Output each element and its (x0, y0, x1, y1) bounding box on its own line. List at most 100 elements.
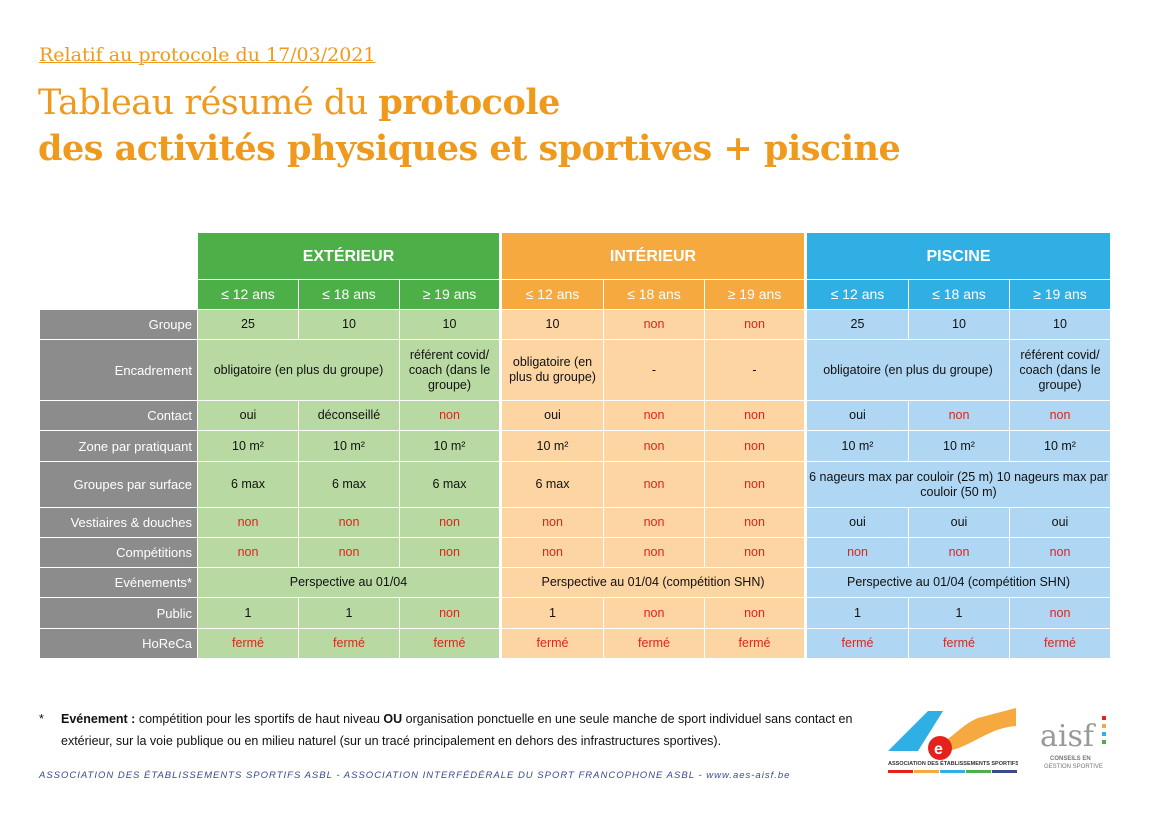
table-cell: 6 nageurs max par couloir (25 m) 10 nage… (804, 461, 1111, 508)
table-cell: non (499, 507, 604, 538)
table-cell: Perspective au 01/04 (197, 567, 501, 598)
footnote-text-2: organisation ponctuelle en une seule man… (61, 712, 853, 748)
table-cell: 10 m² (298, 430, 400, 462)
table-cell: Perspective au 01/04 (compétition SHN) (499, 567, 806, 598)
age-header: ≥ 19 ans (399, 279, 501, 310)
table-cell: non (704, 597, 806, 629)
table-cell: non (704, 507, 806, 538)
table-cell: non (603, 309, 705, 340)
row-label: Zone par pratiquant (39, 430, 198, 462)
row-label: HoReCa (39, 628, 198, 659)
table-cell: oui (804, 400, 909, 431)
svg-text:e: e (934, 741, 943, 758)
table-cell: déconseillé (298, 400, 400, 431)
row-label: Compétitions (39, 537, 198, 568)
website-link[interactable]: www.aes-aisf.be (706, 770, 791, 781)
row-label: Vestiaires & douches (39, 507, 198, 538)
table-cell: 1 (499, 597, 604, 629)
table-row: Groupe 25 10 10 10 non non 25 10 10 (39, 309, 1111, 340)
table-row: HoReCa fermé fermé fermé fermé fermé fermé ferm… (39, 628, 1111, 659)
table-row: Encadrement obligatoire (en plus du group… (39, 339, 1111, 401)
table-cell: 10 (1009, 309, 1111, 340)
table-cell: 1 (197, 597, 299, 629)
table-row: Evénements* Perspective au 01/04 Perspecti… (39, 567, 1111, 598)
table-cell: Perspective au 01/04 (compétition SHN) (804, 567, 1111, 598)
title-light: Tableau résumé du (38, 83, 379, 123)
table-row: Groupes par surface 6 max 6 max 6 max 6 max n… (39, 461, 1111, 508)
address-line: ASSOCIATION DES ÉTABLISSEMENTS SPORTIFS … (39, 770, 790, 781)
svg-text:GESTION SPORTIVE: GESTION SPORTIVE (1044, 764, 1103, 770)
table-row: Compétitions non non non non non non non non non (39, 537, 1111, 568)
table-cell: non (603, 400, 705, 431)
table-cell: non (399, 597, 501, 629)
table-cell: non (197, 537, 299, 568)
table-cell: non (603, 537, 705, 568)
footnote-term: Evénement : (61, 712, 136, 726)
protocol-table: EXTÉRIEUR INTÉRIEUR PISCINE ≤ 12 ans ≤ 18 an… (39, 232, 1111, 659)
footnote-marker: * (39, 712, 44, 726)
table-cell: 10 m² (1009, 430, 1111, 462)
table-cell: non (1009, 597, 1111, 629)
table-cell: oui (499, 400, 604, 431)
table-cell: obligatoire (en plus du groupe) (197, 339, 400, 401)
table-cell: non (298, 507, 400, 538)
svg-text:CONSEILS EN: CONSEILS EN (1050, 756, 1091, 762)
table-cell: non (1009, 400, 1111, 431)
table-cell: non (197, 507, 299, 538)
table-cell: oui (804, 507, 909, 538)
table-row: Zone par pratiquant 10 m² 10 m² 10 m² 10 m² n… (39, 430, 1111, 462)
empty-corner (39, 279, 198, 310)
page-title: Tableau résumé du protocole des activités… (38, 80, 901, 172)
table-cell: fermé (603, 628, 705, 659)
table-cell: non (704, 430, 806, 462)
table-cell: non (298, 537, 400, 568)
table-cell: 25 (804, 309, 909, 340)
table-cell: 25 (197, 309, 299, 340)
table-cell: 10 (499, 309, 604, 340)
row-label: Contact (39, 400, 198, 431)
table-cell: 10 m² (197, 430, 299, 462)
table-cell: - (704, 339, 806, 401)
section-header-g: EXTÉRIEUR (197, 232, 501, 280)
table-cell: non (399, 507, 501, 538)
section-header-o: INTÉRIEUR (499, 232, 806, 280)
section-header-row: EXTÉRIEUR INTÉRIEUR PISCINE (39, 232, 1111, 280)
table-cell: 1 (298, 597, 400, 629)
table-cell: - (603, 339, 705, 401)
table-cell: non (603, 430, 705, 462)
svg-text:aisf: aisf (1040, 719, 1096, 754)
age-header: ≤ 12 ans (499, 279, 604, 310)
table-cell: 1 (804, 597, 909, 629)
table-cell: non (1009, 537, 1111, 568)
table-cell: non (908, 400, 1010, 431)
age-header: ≤ 12 ans (804, 279, 909, 310)
table-cell: fermé (298, 628, 400, 659)
table-cell: fermé (1009, 628, 1111, 659)
table-cell: obligatoire (en plus du groupe) (499, 339, 604, 401)
table-cell: fermé (499, 628, 604, 659)
table-cell: 10 m² (908, 430, 1010, 462)
table-cell: non (399, 400, 501, 431)
table-cell: non (704, 461, 806, 508)
table-cell: 1 (908, 597, 1010, 629)
table-cell: 6 max (298, 461, 400, 508)
table-cell: non (603, 597, 705, 629)
age-header: ≤ 18 ans (298, 279, 400, 310)
table-cell: oui (197, 400, 299, 431)
svg-text:ASSOCIATION DES ÉTABLISSEMENTS: ASSOCIATION DES ÉTABLISSEMENTS SPORTIFS (888, 759, 1018, 767)
table-cell: 10 (908, 309, 1010, 340)
table-cell: 10 (399, 309, 501, 340)
table-cell: non (704, 309, 806, 340)
row-label: Encadrement (39, 339, 198, 401)
aisf-logo: aisf CONSEILS EN GESTION SPORTIVE (1040, 716, 1106, 770)
table-cell: obligatoire (en plus du groupe) (804, 339, 1010, 401)
table-cell: 6 max (197, 461, 299, 508)
address-text: ASSOCIATION DES ÉTABLISSEMENTS SPORTIFS … (39, 770, 707, 781)
table-cell: non (399, 537, 501, 568)
table-cell: oui (908, 507, 1010, 538)
table-cell: fermé (399, 628, 501, 659)
protocol-reference: Relatif au protocole du 17/03/2021 (39, 44, 376, 66)
title-bold-line2: des activités physiques et sportives + p… (38, 128, 901, 169)
table-cell: non (804, 537, 909, 568)
age-header: ≤ 18 ans (908, 279, 1010, 310)
